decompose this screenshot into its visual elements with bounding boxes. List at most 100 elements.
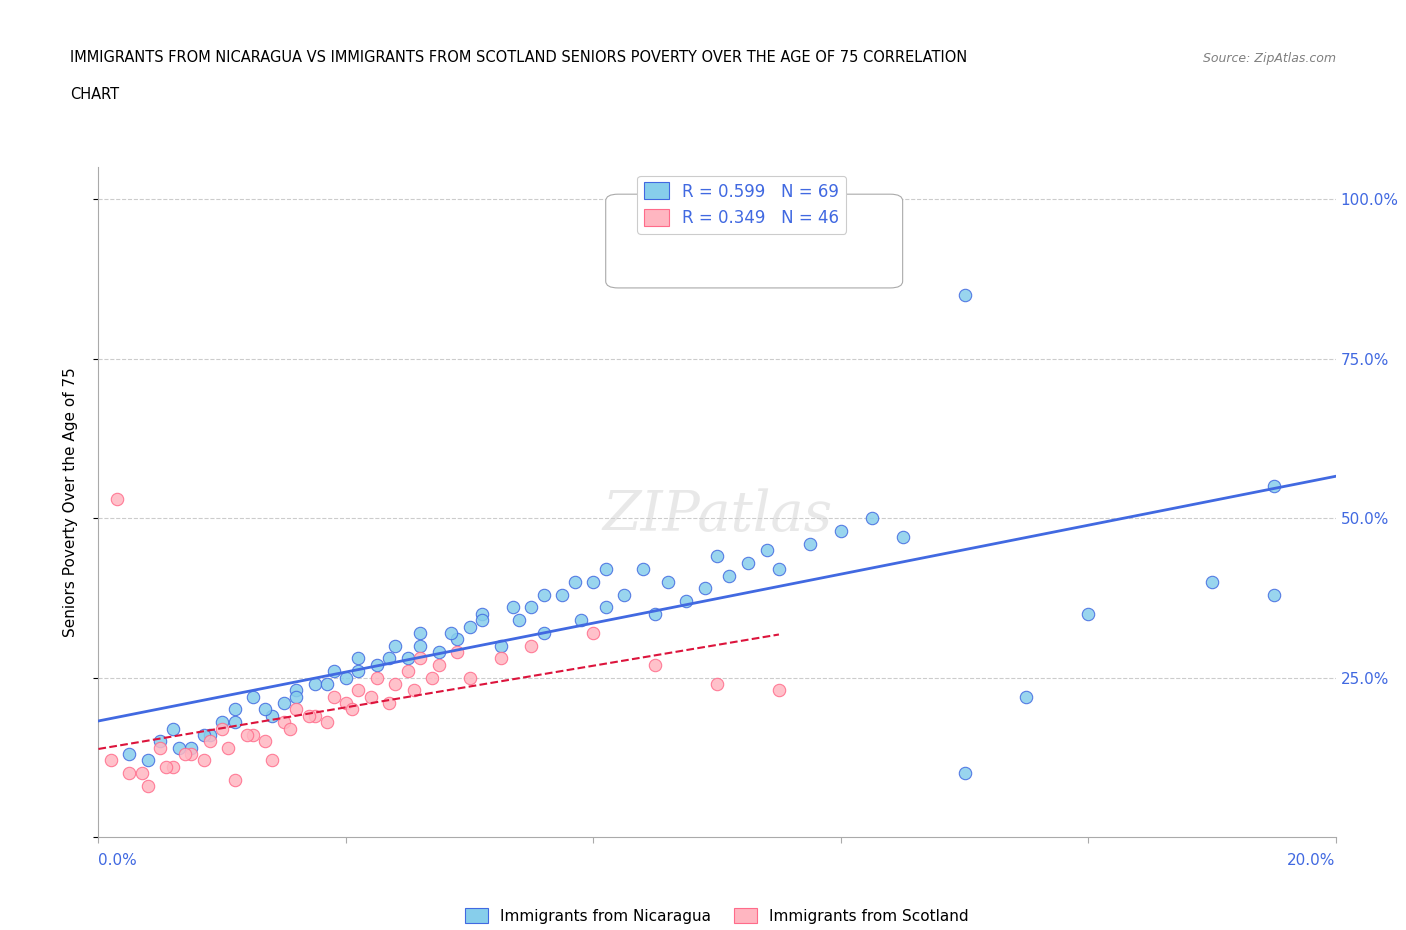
Point [675, 593, 697, 608]
Point [100, 753, 122, 768]
Point [366, 658, 388, 672]
Point [285, 689, 308, 704]
Point [285, 702, 308, 717]
Point [254, 734, 277, 749]
Point [131, 765, 153, 780]
Point [489, 638, 512, 653]
Point [657, 575, 679, 590]
Point [322, 689, 344, 704]
Point [298, 709, 321, 724]
Text: CHART: CHART [70, 87, 120, 102]
Point [737, 555, 759, 570]
Point [224, 772, 246, 787]
Point [224, 702, 246, 717]
Text: IMMIGRANTS FROM NICARAGUA VS IMMIGRANTS FROM SCOTLAND SENIORS POVERTY OVER THE A: IMMIGRANTS FROM NICARAGUA VS IMMIGRANTS … [70, 50, 967, 65]
Point [273, 696, 295, 711]
Point [631, 562, 654, 577]
Point [1077, 606, 1099, 621]
Point [402, 683, 425, 698]
Point [533, 626, 555, 641]
Point [162, 760, 184, 775]
Point [533, 587, 555, 602]
Text: ZIPatlas: ZIPatlas [602, 488, 832, 543]
Point [644, 658, 666, 672]
Point [520, 638, 543, 653]
Point [136, 778, 159, 793]
Point [1263, 479, 1285, 494]
Legend: Immigrants from Nicaragua, Immigrants from Scotland: Immigrants from Nicaragua, Immigrants fr… [458, 901, 976, 930]
Point [335, 696, 357, 711]
Point [304, 709, 326, 724]
Point [278, 721, 301, 736]
Point [347, 651, 370, 666]
Point [706, 549, 728, 564]
Point [211, 721, 233, 736]
Point [340, 702, 363, 717]
Point [768, 683, 790, 698]
Point [458, 619, 481, 634]
Point [595, 600, 617, 615]
Point [551, 587, 574, 602]
Point [118, 765, 141, 780]
Point [304, 676, 326, 691]
Point [242, 689, 264, 704]
Point [582, 626, 605, 641]
Point [427, 658, 450, 672]
Point [799, 537, 821, 551]
Point [322, 664, 344, 679]
Point [718, 568, 741, 583]
Point [396, 651, 419, 666]
Point [242, 727, 264, 742]
Point [409, 626, 432, 641]
Point [860, 511, 883, 525]
Point [569, 613, 592, 628]
Point [180, 747, 202, 762]
Point [236, 727, 259, 742]
Point [193, 727, 215, 742]
Point [136, 753, 159, 768]
Point [520, 600, 543, 615]
Point [360, 689, 382, 704]
Point [440, 626, 463, 641]
Point [595, 562, 617, 577]
Point [193, 753, 215, 768]
Point [174, 747, 197, 762]
Point [471, 606, 494, 621]
Point [198, 727, 221, 742]
Point [1263, 587, 1285, 602]
Point [167, 740, 190, 755]
Point [830, 524, 852, 538]
Point [953, 287, 976, 302]
Point [384, 638, 406, 653]
Text: 0.0%: 0.0% [98, 853, 138, 868]
Point [471, 613, 494, 628]
Point [768, 562, 790, 577]
Point [180, 740, 202, 755]
Point [384, 676, 406, 691]
Point [446, 644, 468, 659]
Point [105, 492, 128, 507]
Point [378, 696, 401, 711]
Point [285, 683, 308, 698]
Point [149, 734, 172, 749]
Point [198, 734, 221, 749]
Point [564, 575, 586, 590]
Point [149, 740, 172, 755]
Point [211, 715, 233, 730]
Point [1015, 689, 1038, 704]
Point [316, 715, 339, 730]
Point [224, 715, 246, 730]
Text: Source: ZipAtlas.com: Source: ZipAtlas.com [1202, 52, 1336, 65]
Point [1201, 575, 1223, 590]
Point [118, 747, 141, 762]
Point [502, 600, 524, 615]
FancyBboxPatch shape [606, 194, 903, 288]
Point [446, 631, 468, 646]
Point [155, 760, 177, 775]
Point [366, 671, 388, 685]
Point [422, 671, 444, 685]
Point [582, 575, 605, 590]
Point [162, 721, 184, 736]
Point [347, 683, 370, 698]
Point [693, 581, 716, 596]
